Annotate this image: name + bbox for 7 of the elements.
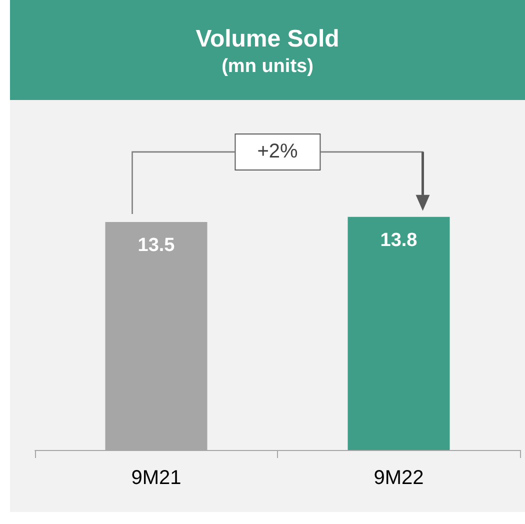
data-label: 13.5 — [138, 234, 176, 256]
chart-title: Volume Sold — [196, 26, 340, 52]
text: +2% — [234, 133, 321, 170]
x-tick-label: 9M21 — [131, 467, 182, 489]
x-tick-label: 9M22 — [374, 467, 424, 489]
data-label: 13.8 — [380, 230, 418, 251]
chart-subtitle: (mn units) — [222, 56, 314, 77]
